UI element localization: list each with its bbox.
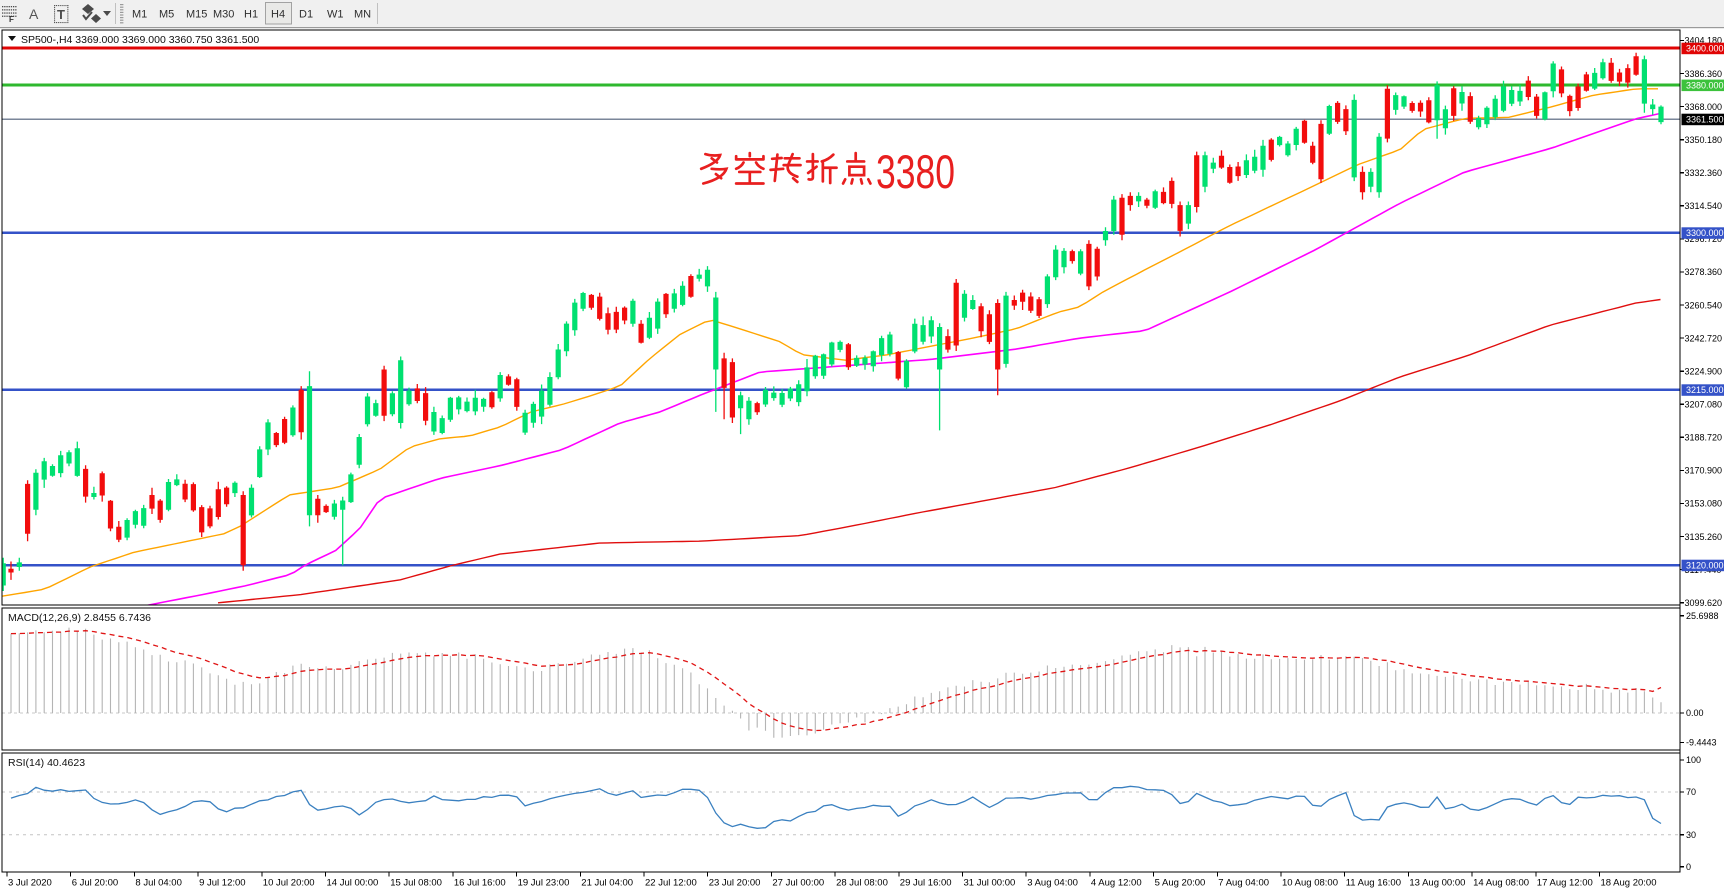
svg-text:16 Jul 16:00: 16 Jul 16:00 xyxy=(454,878,506,889)
svg-text:11 Aug 16:00: 11 Aug 16:00 xyxy=(1346,878,1401,889)
svg-text:-9.4443: -9.4443 xyxy=(1686,738,1717,748)
svg-text:100: 100 xyxy=(1686,755,1701,765)
svg-text:3314.540: 3314.540 xyxy=(1685,201,1723,211)
svg-text:25.6988: 25.6988 xyxy=(1686,611,1719,621)
svg-text:H1: H1 xyxy=(244,9,258,21)
svg-text:10 Aug 08:00: 10 Aug 08:00 xyxy=(1282,878,1338,889)
svg-text:3278.360: 3278.360 xyxy=(1685,267,1723,277)
svg-text:T: T xyxy=(57,7,65,22)
svg-text:3215.000: 3215.000 xyxy=(1686,385,1724,395)
svg-text:3242.720: 3242.720 xyxy=(1685,333,1723,343)
svg-text:MN: MN xyxy=(354,9,371,21)
svg-text:10 Jul 20:00: 10 Jul 20:00 xyxy=(263,878,315,889)
svg-text:3135.260: 3135.260 xyxy=(1685,532,1723,542)
svg-text:W1: W1 xyxy=(327,9,344,21)
svg-text:3207.080: 3207.080 xyxy=(1685,400,1723,410)
svg-text:3099.620: 3099.620 xyxy=(1685,598,1723,608)
svg-text:SP500-,H4 3369.000 3369.000 3: SP500-,H4 3369.000 3369.000 3360.750 336… xyxy=(21,34,259,46)
svg-text:19 Jul 23:00: 19 Jul 23:00 xyxy=(518,878,570,889)
svg-text:MACD(12,26,9) 2.8455 6.7436: MACD(12,26,9) 2.8455 6.7436 xyxy=(8,612,151,624)
svg-text:3 Jul 2020: 3 Jul 2020 xyxy=(8,878,52,889)
svg-text:3380: 3380 xyxy=(876,145,955,198)
svg-text:3400.000: 3400.000 xyxy=(1686,44,1724,54)
svg-text:23 Jul 20:00: 23 Jul 20:00 xyxy=(709,878,761,889)
svg-text:18 Aug 20:00: 18 Aug 20:00 xyxy=(1601,878,1657,889)
svg-text:3224.900: 3224.900 xyxy=(1685,366,1723,376)
svg-text:4 Aug 12:00: 4 Aug 12:00 xyxy=(1091,878,1142,889)
svg-text:27 Jul 00:00: 27 Jul 00:00 xyxy=(772,878,824,889)
svg-text:RSI(14) 40.4623: RSI(14) 40.4623 xyxy=(8,757,85,769)
svg-text:3120.000: 3120.000 xyxy=(1686,561,1724,571)
svg-text:3380.000: 3380.000 xyxy=(1686,81,1724,91)
svg-text:3153.080: 3153.080 xyxy=(1685,499,1723,509)
svg-text:0.00: 0.00 xyxy=(1686,708,1704,718)
svg-text:0: 0 xyxy=(1686,862,1691,872)
svg-text:3404.180: 3404.180 xyxy=(1685,36,1723,46)
svg-text:5 Aug 20:00: 5 Aug 20:00 xyxy=(1155,878,1206,889)
svg-text:M30: M30 xyxy=(213,9,234,21)
svg-text:15 Jul 08:00: 15 Jul 08:00 xyxy=(390,878,442,889)
svg-text:3361.500: 3361.500 xyxy=(1686,115,1724,125)
svg-text:9 Jul 12:00: 9 Jul 12:00 xyxy=(199,878,245,889)
svg-text:31 Jul 00:00: 31 Jul 00:00 xyxy=(964,878,1016,889)
svg-text:7 Aug 04:00: 7 Aug 04:00 xyxy=(1218,878,1269,889)
svg-text:14 Aug 08:00: 14 Aug 08:00 xyxy=(1473,878,1529,889)
svg-text:3 Aug 04:00: 3 Aug 04:00 xyxy=(1027,878,1078,889)
svg-text:14 Jul 00:00: 14 Jul 00:00 xyxy=(327,878,379,889)
svg-text:3332.360: 3332.360 xyxy=(1685,168,1723,178)
svg-text:H4: H4 xyxy=(271,9,285,21)
svg-text:3368.000: 3368.000 xyxy=(1685,102,1723,112)
svg-text:M15: M15 xyxy=(186,9,207,21)
svg-text:30: 30 xyxy=(1686,830,1696,840)
svg-text:A: A xyxy=(29,6,39,22)
svg-text:D1: D1 xyxy=(299,9,313,21)
svg-text:M5: M5 xyxy=(159,9,174,21)
svg-text:17 Aug 12:00: 17 Aug 12:00 xyxy=(1537,878,1593,889)
svg-text:M1: M1 xyxy=(132,9,147,21)
svg-text:3170.900: 3170.900 xyxy=(1685,466,1723,476)
svg-text:8 Jul 04:00: 8 Jul 04:00 xyxy=(135,878,181,889)
svg-text:3300.000: 3300.000 xyxy=(1686,228,1724,238)
svg-text:70: 70 xyxy=(1686,787,1696,797)
svg-text:3350.180: 3350.180 xyxy=(1685,135,1723,145)
svg-text:3296.720: 3296.720 xyxy=(1685,234,1723,244)
svg-text:29 Jul 16:00: 29 Jul 16:00 xyxy=(900,878,952,889)
svg-text:28 Jul 08:00: 28 Jul 08:00 xyxy=(836,878,888,889)
svg-text:3386.360: 3386.360 xyxy=(1685,69,1723,79)
svg-text:3260.540: 3260.540 xyxy=(1685,300,1723,310)
svg-text:3188.720: 3188.720 xyxy=(1685,433,1723,443)
svg-text:22 Jul 12:00: 22 Jul 12:00 xyxy=(645,878,697,889)
svg-text:6 Jul 20:00: 6 Jul 20:00 xyxy=(72,878,118,889)
svg-text:F: F xyxy=(9,15,14,24)
svg-text:21 Jul 04:00: 21 Jul 04:00 xyxy=(581,878,633,889)
svg-text:13 Aug 00:00: 13 Aug 00:00 xyxy=(1409,878,1465,889)
